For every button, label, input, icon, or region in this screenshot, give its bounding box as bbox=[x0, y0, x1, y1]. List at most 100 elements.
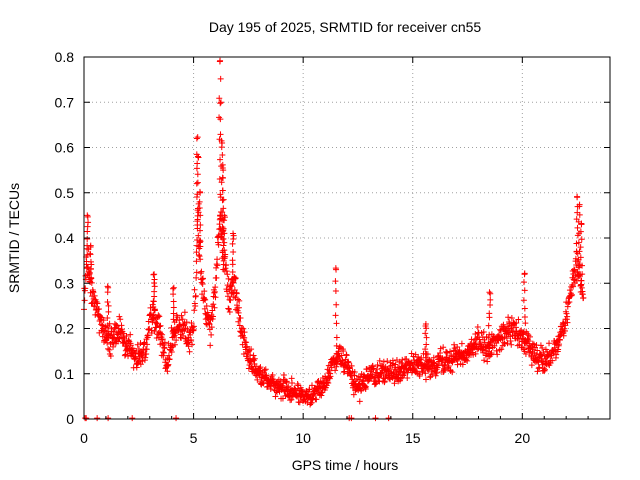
data-point bbox=[438, 358, 445, 365]
y-tick-label: 0.7 bbox=[55, 94, 75, 110]
data-point bbox=[132, 355, 139, 362]
data-point bbox=[459, 361, 466, 368]
data-point bbox=[84, 212, 91, 219]
data-point bbox=[561, 328, 568, 335]
data-point bbox=[159, 336, 166, 343]
data-point bbox=[100, 317, 107, 324]
data-point bbox=[386, 366, 393, 373]
data-point bbox=[351, 368, 358, 375]
data-point bbox=[426, 365, 433, 372]
data-point bbox=[229, 257, 236, 264]
data-point bbox=[193, 274, 200, 281]
data-point bbox=[219, 197, 226, 204]
data-point bbox=[173, 415, 180, 422]
data-point bbox=[217, 191, 224, 198]
data-point bbox=[181, 328, 188, 335]
data-point bbox=[306, 386, 313, 393]
data-point bbox=[333, 356, 340, 363]
data-point bbox=[105, 324, 112, 331]
data-point bbox=[90, 289, 97, 296]
data-point bbox=[171, 319, 178, 326]
data-point bbox=[170, 333, 177, 340]
data-point bbox=[113, 321, 120, 328]
y-axis-label: SRMTID / TECUs bbox=[6, 183, 22, 293]
data-point bbox=[454, 361, 461, 368]
data-point bbox=[235, 304, 242, 311]
data-point bbox=[164, 368, 171, 375]
chart-title: Day 195 of 2025, SRMTID for receiver cn5… bbox=[209, 19, 482, 35]
data-point bbox=[520, 279, 527, 286]
data-point bbox=[251, 355, 258, 362]
data-point bbox=[243, 339, 250, 346]
data-point bbox=[211, 289, 218, 296]
data-point bbox=[570, 276, 577, 283]
data-point bbox=[250, 357, 257, 364]
data-point bbox=[556, 336, 563, 343]
data-point bbox=[445, 362, 452, 369]
data-point bbox=[568, 291, 575, 298]
data-point bbox=[219, 139, 226, 146]
data-point bbox=[328, 364, 335, 371]
data-point bbox=[505, 325, 512, 332]
data-point bbox=[197, 270, 204, 277]
data-point bbox=[191, 307, 198, 314]
data-point bbox=[318, 392, 325, 399]
data-point bbox=[576, 211, 583, 218]
data-point bbox=[95, 305, 102, 312]
data-point bbox=[326, 374, 333, 381]
data-point bbox=[570, 283, 577, 290]
data-point bbox=[285, 383, 292, 390]
data-point bbox=[221, 212, 228, 219]
data-point bbox=[449, 369, 456, 376]
data-point bbox=[486, 289, 493, 296]
data-point bbox=[224, 271, 231, 278]
data-point bbox=[566, 299, 573, 305]
y-tick-label: 0.1 bbox=[55, 366, 75, 382]
data-point bbox=[220, 235, 227, 242]
data-point bbox=[508, 314, 515, 321]
data-point bbox=[528, 362, 535, 369]
data-point bbox=[308, 399, 315, 406]
data-point bbox=[575, 271, 582, 278]
data-point bbox=[188, 337, 195, 344]
data-point bbox=[87, 258, 94, 265]
data-point bbox=[197, 238, 204, 245]
x-axis-label: GPS time / hours bbox=[292, 457, 399, 473]
data-point bbox=[481, 357, 488, 364]
data-point bbox=[260, 380, 267, 387]
data-point bbox=[213, 264, 220, 271]
data-point bbox=[214, 256, 221, 263]
data-point bbox=[576, 248, 583, 255]
data-point bbox=[204, 309, 211, 316]
data-point bbox=[505, 314, 512, 321]
data-point bbox=[216, 95, 223, 102]
data-point bbox=[427, 374, 434, 381]
data-point bbox=[87, 250, 94, 257]
data-point bbox=[220, 257, 227, 264]
data-point bbox=[472, 350, 479, 357]
data-point bbox=[524, 336, 531, 343]
data-point bbox=[217, 116, 224, 123]
data-point bbox=[288, 396, 295, 403]
data-point bbox=[333, 320, 340, 327]
data-point bbox=[422, 330, 429, 337]
data-point bbox=[563, 310, 570, 317]
data-point bbox=[84, 236, 91, 242]
data-point bbox=[244, 343, 251, 350]
data-point bbox=[324, 379, 331, 386]
data-point bbox=[217, 131, 224, 138]
data-point bbox=[212, 284, 219, 291]
data-point bbox=[422, 370, 429, 377]
data-point bbox=[374, 361, 381, 368]
data-point bbox=[235, 309, 242, 316]
data-point bbox=[442, 367, 449, 374]
data-point bbox=[534, 347, 541, 354]
data-point bbox=[372, 415, 379, 422]
data-point bbox=[515, 316, 522, 323]
data-point bbox=[522, 350, 529, 357]
data-point bbox=[332, 312, 339, 319]
data-point bbox=[234, 296, 241, 303]
data-point bbox=[327, 373, 334, 380]
data-point bbox=[201, 288, 208, 295]
data-point bbox=[217, 100, 224, 107]
